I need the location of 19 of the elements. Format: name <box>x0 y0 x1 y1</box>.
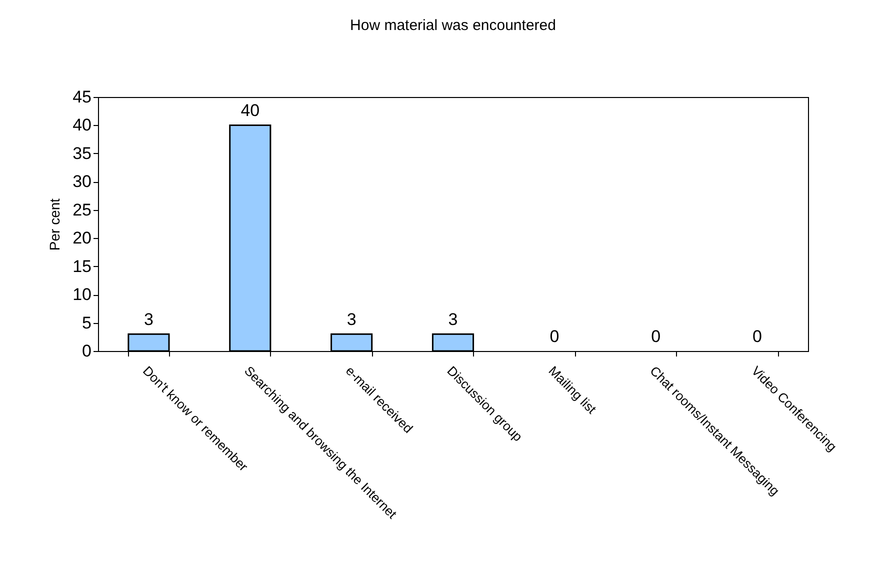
y-tick-label: 35 <box>72 144 92 163</box>
data-label: 0 <box>550 327 560 346</box>
y-tick-label: 30 <box>72 172 92 192</box>
y-tick-label: 10 <box>72 285 92 304</box>
y-tick-label: 20 <box>72 228 92 248</box>
y-tick-label: 15 <box>72 256 92 276</box>
data-label: 40 <box>240 101 260 120</box>
y-tick-label: 45 <box>72 88 92 106</box>
data-label: 3 <box>346 310 356 330</box>
y-axis-title: Per cent <box>46 198 63 251</box>
data-label: 0 <box>651 327 661 346</box>
data-label: 3 <box>448 310 458 330</box>
data-label: 3 <box>144 310 154 330</box>
data-label: 0 <box>752 327 762 346</box>
y-tick-label: 0 <box>82 342 92 360</box>
chart-title: How material was encountered <box>350 17 556 34</box>
y-tick-label: 25 <box>72 200 92 220</box>
y-tick-label: 5 <box>82 313 92 332</box>
y-tick-label: 40 <box>72 116 92 135</box>
